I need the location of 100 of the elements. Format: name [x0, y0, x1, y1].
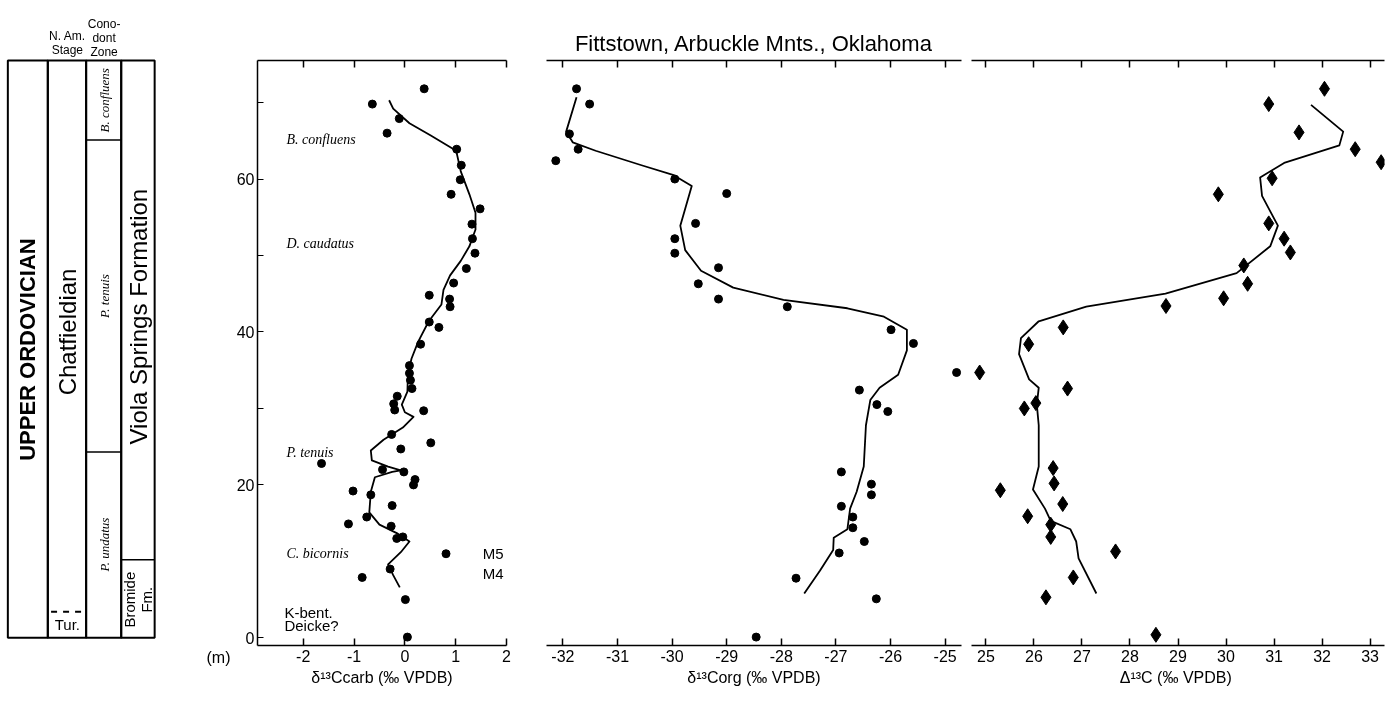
point — [834, 548, 844, 558]
point — [883, 407, 893, 416]
point — [1263, 215, 1275, 232]
point — [994, 482, 1006, 499]
point — [1067, 569, 1079, 586]
point — [1293, 124, 1305, 141]
point — [751, 632, 761, 642]
x-tick-label: -29 — [715, 647, 739, 665]
point — [475, 204, 485, 214]
y-tick-label: 60 — [236, 171, 255, 189]
point — [396, 444, 406, 454]
annotation: C. bicornis — [286, 546, 350, 562]
point — [1023, 336, 1035, 353]
annotation: Deicke? — [284, 617, 339, 635]
point — [419, 406, 429, 416]
point — [1318, 80, 1330, 97]
point — [1160, 297, 1172, 314]
point — [573, 144, 583, 154]
point — [387, 501, 397, 511]
point — [859, 537, 869, 546]
point — [886, 325, 896, 335]
point — [848, 523, 858, 533]
text: UPPER ORDOVICIAN — [14, 238, 40, 461]
point — [1022, 508, 1034, 525]
point — [1048, 475, 1060, 492]
x-tick-label: 31 — [1265, 647, 1284, 665]
x-tick-label: 29 — [1169, 647, 1187, 665]
x-tick-label: 28 — [1121, 647, 1139, 665]
point — [670, 248, 680, 258]
point — [348, 486, 358, 496]
text: Viola Springs Formation — [124, 188, 152, 445]
x-tick-label: -32 — [551, 647, 575, 665]
point — [362, 512, 372, 522]
point — [866, 479, 876, 489]
point — [419, 84, 429, 94]
point — [722, 189, 732, 199]
point — [836, 467, 846, 477]
point — [400, 595, 410, 605]
y-tick-label: 20 — [236, 476, 255, 494]
point — [714, 294, 724, 304]
point — [872, 400, 882, 410]
point — [1278, 230, 1290, 247]
x-tick-label: 0 — [400, 647, 410, 665]
point — [871, 594, 881, 604]
point — [1212, 186, 1224, 203]
x-tick-label: 26 — [1025, 647, 1043, 665]
y-axis-title: (m) — [206, 649, 231, 667]
x-tick-label: 1 — [451, 647, 461, 665]
point — [952, 368, 962, 377]
point — [434, 322, 444, 332]
point — [854, 385, 864, 395]
point — [1110, 543, 1122, 560]
point — [866, 490, 876, 500]
x-tick-label: 32 — [1313, 647, 1332, 665]
point — [470, 248, 480, 258]
x-tick-label: -25 — [933, 647, 957, 665]
x-tick-label: -27 — [824, 647, 848, 665]
annotation: B. confluens — [286, 131, 357, 147]
point — [1284, 244, 1296, 261]
x-axis-title: Δ¹³C (‰ VPDB) — [1119, 668, 1232, 686]
point — [974, 364, 986, 381]
point — [791, 573, 801, 583]
point — [357, 572, 367, 582]
text: Tur. — [54, 616, 81, 634]
point — [1349, 141, 1361, 158]
point — [782, 302, 792, 312]
point — [836, 501, 846, 511]
point — [585, 99, 595, 109]
annotation: P. tenuis — [285, 444, 335, 460]
point — [1062, 380, 1074, 397]
x-tick-label: 25 — [977, 647, 995, 665]
point — [714, 263, 724, 273]
point — [693, 279, 703, 289]
point — [445, 302, 455, 312]
text: Cono- dont Zone — [87, 16, 121, 59]
text: B. confluens — [96, 68, 112, 133]
point — [1040, 589, 1052, 606]
point — [1150, 626, 1162, 643]
point — [1018, 400, 1030, 417]
annotation: D. caudatus — [285, 235, 355, 251]
point — [691, 218, 701, 228]
point — [317, 459, 327, 468]
x-tick-label: -30 — [660, 647, 684, 665]
y-tick-label: 0 — [245, 629, 255, 647]
x-tick-label: 30 — [1217, 647, 1236, 665]
x-tick-label: -28 — [769, 647, 793, 665]
point — [1057, 319, 1069, 336]
point — [467, 219, 477, 229]
point — [670, 234, 680, 244]
point — [402, 632, 412, 642]
point — [1266, 170, 1278, 187]
point — [1057, 496, 1069, 513]
text: N. Am. Stage — [49, 28, 86, 57]
point — [449, 278, 459, 288]
point — [392, 391, 402, 401]
x-tick-label: -26 — [878, 647, 903, 665]
x-tick-label: 2 — [502, 647, 512, 665]
point — [390, 405, 400, 415]
point — [409, 480, 419, 490]
x-axis-title: δ¹³Ccarb (‰ VPDB) — [311, 668, 453, 686]
